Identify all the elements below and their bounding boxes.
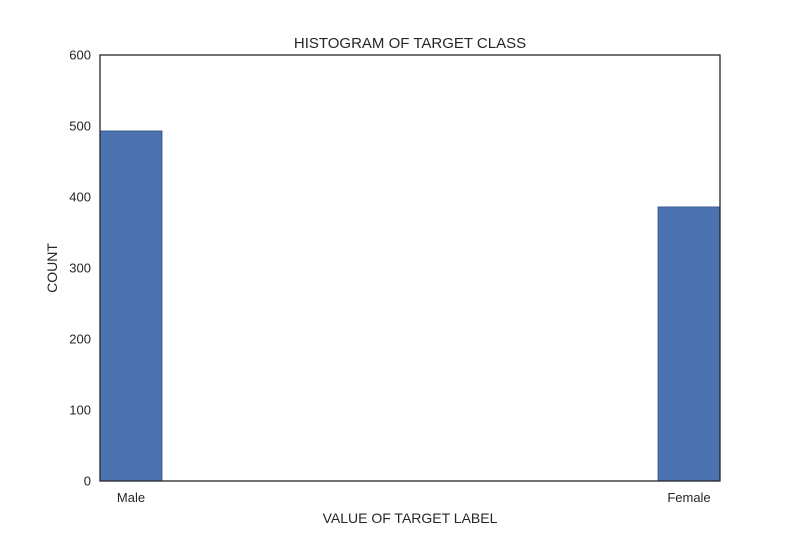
y-tick-label: 500 (69, 119, 91, 134)
y-tick-label: 400 (69, 190, 91, 205)
y-tick-label: 200 (69, 332, 91, 347)
x-axis-ticks: Male Female (117, 490, 711, 505)
chart-title: HISTOGRAM OF TARGET CLASS (294, 35, 526, 52)
bars-group (99, 130, 721, 482)
y-axis-label: COUNT (44, 243, 60, 293)
plot-frame (99, 54, 721, 482)
x-tick-label-female: Female (667, 490, 710, 505)
bar-male (99, 130, 163, 482)
y-axis-ticks: 0 100 200 300 400 500 600 (69, 48, 91, 489)
y-tick-label: 600 (69, 48, 91, 63)
y-tick-label: 0 (84, 474, 91, 489)
y-tick-label: 300 (69, 261, 91, 276)
bar-female (657, 206, 721, 482)
x-axis-label: VALUE OF TARGET LABEL (323, 510, 498, 526)
x-tick-label-male: Male (117, 490, 145, 505)
y-tick-label: 100 (69, 403, 91, 418)
